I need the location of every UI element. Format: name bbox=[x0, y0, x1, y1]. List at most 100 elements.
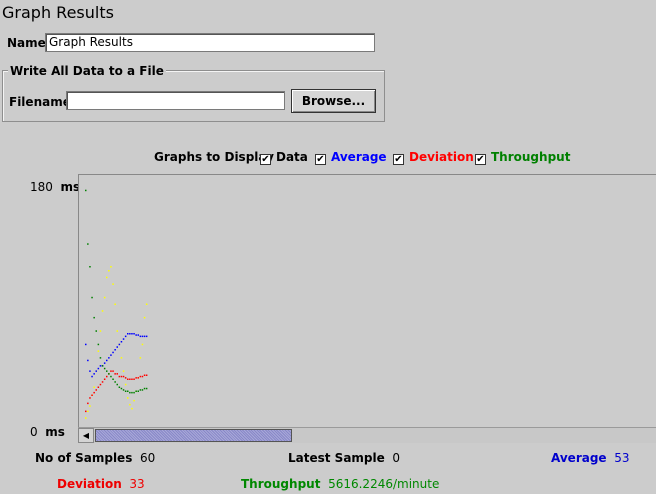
deviation-stat: Deviation 33 bbox=[57, 477, 145, 491]
deviation-checkbox-label: Deviation bbox=[409, 150, 474, 164]
latest-sample-stat: Latest Sample 0 bbox=[288, 451, 400, 465]
graphs-to-display-label: Graphs to Display bbox=[154, 150, 274, 164]
throughput-point bbox=[129, 391, 131, 394]
deviation-point bbox=[137, 377, 139, 379]
throughput-point bbox=[114, 381, 116, 383]
throughput-point bbox=[127, 390, 129, 392]
data-point bbox=[89, 405, 91, 407]
deviation-point bbox=[129, 378, 131, 380]
graph-panel bbox=[78, 174, 656, 429]
throughput-point bbox=[135, 390, 137, 392]
data-point bbox=[114, 303, 116, 305]
scroll-left-icon[interactable]: ◀ bbox=[78, 428, 94, 443]
throughput-point bbox=[103, 367, 106, 370]
graph-plot bbox=[85, 189, 148, 419]
throughput-point bbox=[99, 357, 102, 359]
data-point bbox=[143, 316, 146, 319]
throughput-point bbox=[124, 390, 127, 392]
filename-label: Filename bbox=[9, 95, 71, 109]
average-point bbox=[93, 373, 95, 375]
scroll-thumb[interactable] bbox=[95, 429, 292, 442]
throughput-point bbox=[116, 383, 118, 386]
deviation-point bbox=[124, 377, 127, 379]
average-point bbox=[118, 343, 121, 346]
data-point bbox=[120, 357, 123, 359]
average-point bbox=[91, 375, 93, 378]
data-checkbox[interactable]: ✔ Data bbox=[260, 150, 308, 165]
data-point bbox=[129, 403, 131, 406]
average-point bbox=[108, 357, 110, 359]
average-point bbox=[127, 333, 129, 335]
throughput-point bbox=[120, 387, 123, 390]
deviation-value: 33 bbox=[129, 477, 145, 491]
deviation-point bbox=[99, 383, 102, 386]
data-point bbox=[106, 276, 108, 279]
average-label: Average bbox=[551, 451, 607, 465]
deviation-point bbox=[116, 373, 118, 375]
data-point bbox=[93, 386, 95, 388]
data-point bbox=[127, 397, 129, 399]
average-point bbox=[103, 362, 106, 364]
deviation-point bbox=[95, 389, 97, 391]
y-axis-min-value: 0 bbox=[30, 425, 38, 439]
throughput-point bbox=[139, 389, 142, 391]
deviation-point bbox=[120, 375, 123, 378]
deviation-point bbox=[131, 378, 133, 380]
data-checkbox-label: Data bbox=[276, 150, 308, 164]
deviation-point bbox=[106, 375, 108, 378]
data-point bbox=[131, 407, 133, 410]
average-point bbox=[120, 341, 123, 343]
average-point bbox=[129, 333, 131, 335]
data-point bbox=[110, 266, 112, 268]
deviation-point bbox=[89, 397, 91, 399]
data-point bbox=[145, 303, 148, 305]
deviation-point bbox=[91, 394, 93, 396]
checkbox-check-icon: ✔ bbox=[315, 154, 326, 165]
average-point bbox=[106, 359, 108, 362]
deviation-checkbox[interactable]: ✔ Deviation bbox=[393, 150, 474, 165]
filename-input[interactable] bbox=[66, 91, 285, 110]
throughput-point bbox=[97, 343, 100, 346]
deviation-point bbox=[97, 386, 100, 388]
average-point bbox=[116, 346, 118, 348]
deviation-point bbox=[133, 378, 135, 380]
average-point bbox=[85, 343, 87, 346]
graph-scrollbar[interactable]: ◀ bbox=[78, 427, 656, 443]
throughput-point bbox=[145, 387, 148, 390]
throughput-point bbox=[112, 378, 114, 380]
data-point bbox=[122, 370, 125, 372]
average-point bbox=[112, 351, 114, 354]
data-point bbox=[139, 357, 142, 359]
throughput-point bbox=[122, 389, 125, 391]
data-point bbox=[133, 399, 135, 402]
name-label: Name: bbox=[7, 36, 51, 50]
deviation-point bbox=[85, 410, 87, 413]
deviation-point bbox=[103, 378, 106, 380]
average-value: 53 bbox=[614, 451, 630, 465]
average-point bbox=[135, 334, 137, 336]
browse-button[interactable]: Browse... bbox=[291, 89, 376, 113]
average-point bbox=[99, 365, 102, 367]
y-axis-min-unit: ms bbox=[45, 425, 65, 439]
name-input[interactable]: Graph Results bbox=[45, 33, 375, 52]
average-point bbox=[114, 349, 116, 351]
throughput-point bbox=[141, 389, 144, 391]
throughput-checkbox[interactable]: ✔ Throughput bbox=[475, 150, 570, 165]
throughput-point bbox=[106, 370, 108, 372]
average-point bbox=[139, 335, 142, 338]
average-point bbox=[141, 335, 144, 338]
average-checkbox[interactable]: ✔ Average bbox=[315, 150, 387, 165]
latest-sample-label: Latest Sample bbox=[288, 451, 385, 465]
average-point bbox=[122, 338, 125, 340]
y-axis-min-label: 0 ms bbox=[30, 425, 65, 439]
throughput-point bbox=[87, 243, 89, 245]
deviation-point bbox=[139, 375, 142, 378]
average-point bbox=[133, 333, 135, 335]
y-axis-max-value: 180 bbox=[30, 180, 53, 194]
average-point bbox=[95, 370, 97, 372]
throughput-point bbox=[137, 390, 139, 392]
throughput-point bbox=[93, 316, 95, 319]
deviation-point bbox=[135, 377, 137, 379]
deviation-point bbox=[127, 378, 129, 380]
data-point bbox=[108, 270, 110, 272]
